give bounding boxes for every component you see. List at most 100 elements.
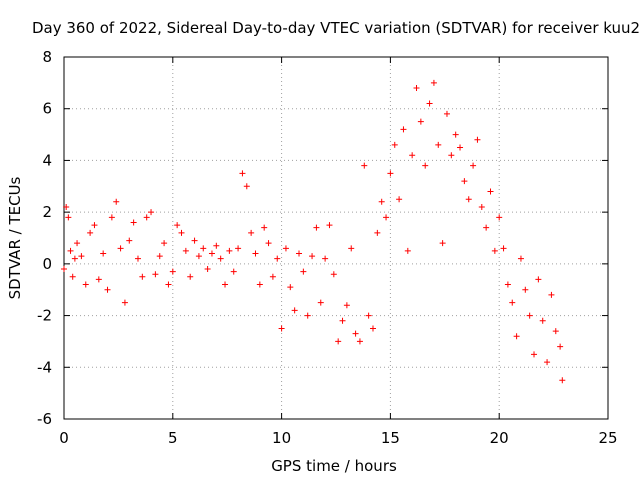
data-point — [443, 110, 450, 117]
data-point — [500, 245, 507, 252]
data-point — [383, 214, 390, 221]
y-tick-label: 8 — [42, 48, 52, 66]
chart-title: Day 360 of 2022, Sidereal Day-to-day VTE… — [32, 19, 640, 37]
data-point — [204, 266, 211, 273]
data-point — [317, 299, 324, 306]
data-point — [391, 141, 398, 148]
data-point — [161, 240, 168, 247]
data-point — [313, 224, 320, 231]
data-point — [152, 271, 159, 278]
data-point — [134, 255, 141, 262]
data-point — [509, 299, 516, 306]
data-point — [256, 281, 263, 288]
data-point — [409, 152, 416, 159]
data-point — [526, 312, 533, 319]
data-point — [69, 273, 76, 280]
data-point — [335, 338, 342, 345]
y-axis-label: SDTVAR / TECUs — [6, 176, 24, 299]
data-point — [552, 328, 559, 335]
x-tick-label: 0 — [59, 429, 69, 447]
data-point — [474, 136, 481, 143]
y-tick-label: 2 — [42, 203, 52, 221]
data-point — [470, 162, 477, 169]
data-point — [304, 312, 311, 319]
data-point — [396, 196, 403, 203]
data-point — [61, 266, 67, 273]
data-point — [422, 162, 429, 169]
data-point — [309, 253, 316, 260]
data-point — [448, 152, 455, 159]
data-point — [483, 224, 490, 231]
data-point — [491, 247, 498, 254]
data-point — [143, 214, 150, 221]
data-point — [239, 170, 246, 177]
y-tick-label: -4 — [37, 358, 52, 376]
data-point — [282, 245, 289, 252]
data-point — [326, 222, 333, 229]
data-point — [539, 317, 546, 324]
data-point — [413, 85, 420, 92]
data-point — [126, 237, 133, 244]
data-point — [322, 255, 329, 262]
data-point — [559, 377, 566, 384]
data-point — [265, 240, 272, 247]
data-point — [63, 203, 70, 210]
data-point — [208, 250, 215, 257]
y-tick-label: 4 — [42, 151, 52, 169]
data-point — [121, 299, 128, 306]
data-point — [513, 333, 520, 340]
data-point — [243, 183, 250, 190]
data-point — [478, 203, 485, 210]
data-point — [439, 240, 446, 247]
data-point — [343, 302, 350, 309]
data-point — [291, 307, 298, 314]
data-point — [148, 209, 155, 216]
data-point — [248, 229, 255, 236]
data-point — [117, 245, 124, 252]
y-tick-label: -2 — [37, 307, 52, 325]
data-point — [74, 240, 81, 247]
y-tick-label: -6 — [37, 410, 52, 428]
data-point — [95, 276, 102, 283]
data-point — [169, 268, 176, 275]
grid-layer — [64, 57, 608, 419]
data-point — [230, 268, 237, 275]
data-point — [178, 229, 185, 236]
data-point — [369, 325, 376, 332]
data-point — [374, 229, 381, 236]
data-point — [78, 253, 85, 260]
data-point — [348, 245, 355, 252]
y-tick-label: 6 — [42, 100, 52, 118]
data-point — [235, 245, 242, 252]
data-point — [330, 271, 337, 278]
x-tick-label: 25 — [598, 429, 617, 447]
data-point — [296, 250, 303, 257]
x-axis-label: GPS time / hours — [271, 457, 397, 475]
data-point — [531, 351, 538, 358]
data-point — [174, 222, 181, 229]
data-point — [352, 330, 359, 337]
data-point — [200, 245, 207, 252]
data-point — [400, 126, 407, 133]
data-point — [252, 250, 259, 257]
data-point — [378, 198, 385, 205]
data-point — [213, 242, 220, 249]
data-point — [435, 141, 442, 148]
y-tick-label: 0 — [42, 255, 52, 273]
data-point — [182, 247, 189, 254]
data-point — [487, 188, 494, 195]
data-point — [465, 196, 472, 203]
data-point — [191, 237, 198, 244]
data-point — [287, 284, 294, 291]
data-point — [548, 291, 555, 298]
data-point — [278, 325, 285, 332]
data-point — [130, 219, 137, 226]
x-tick-label: 20 — [490, 429, 509, 447]
data-point — [113, 198, 120, 205]
data-point — [187, 273, 194, 280]
data-point — [67, 247, 74, 254]
data-point — [461, 178, 468, 185]
data-point — [365, 312, 372, 319]
data-point — [65, 214, 72, 221]
